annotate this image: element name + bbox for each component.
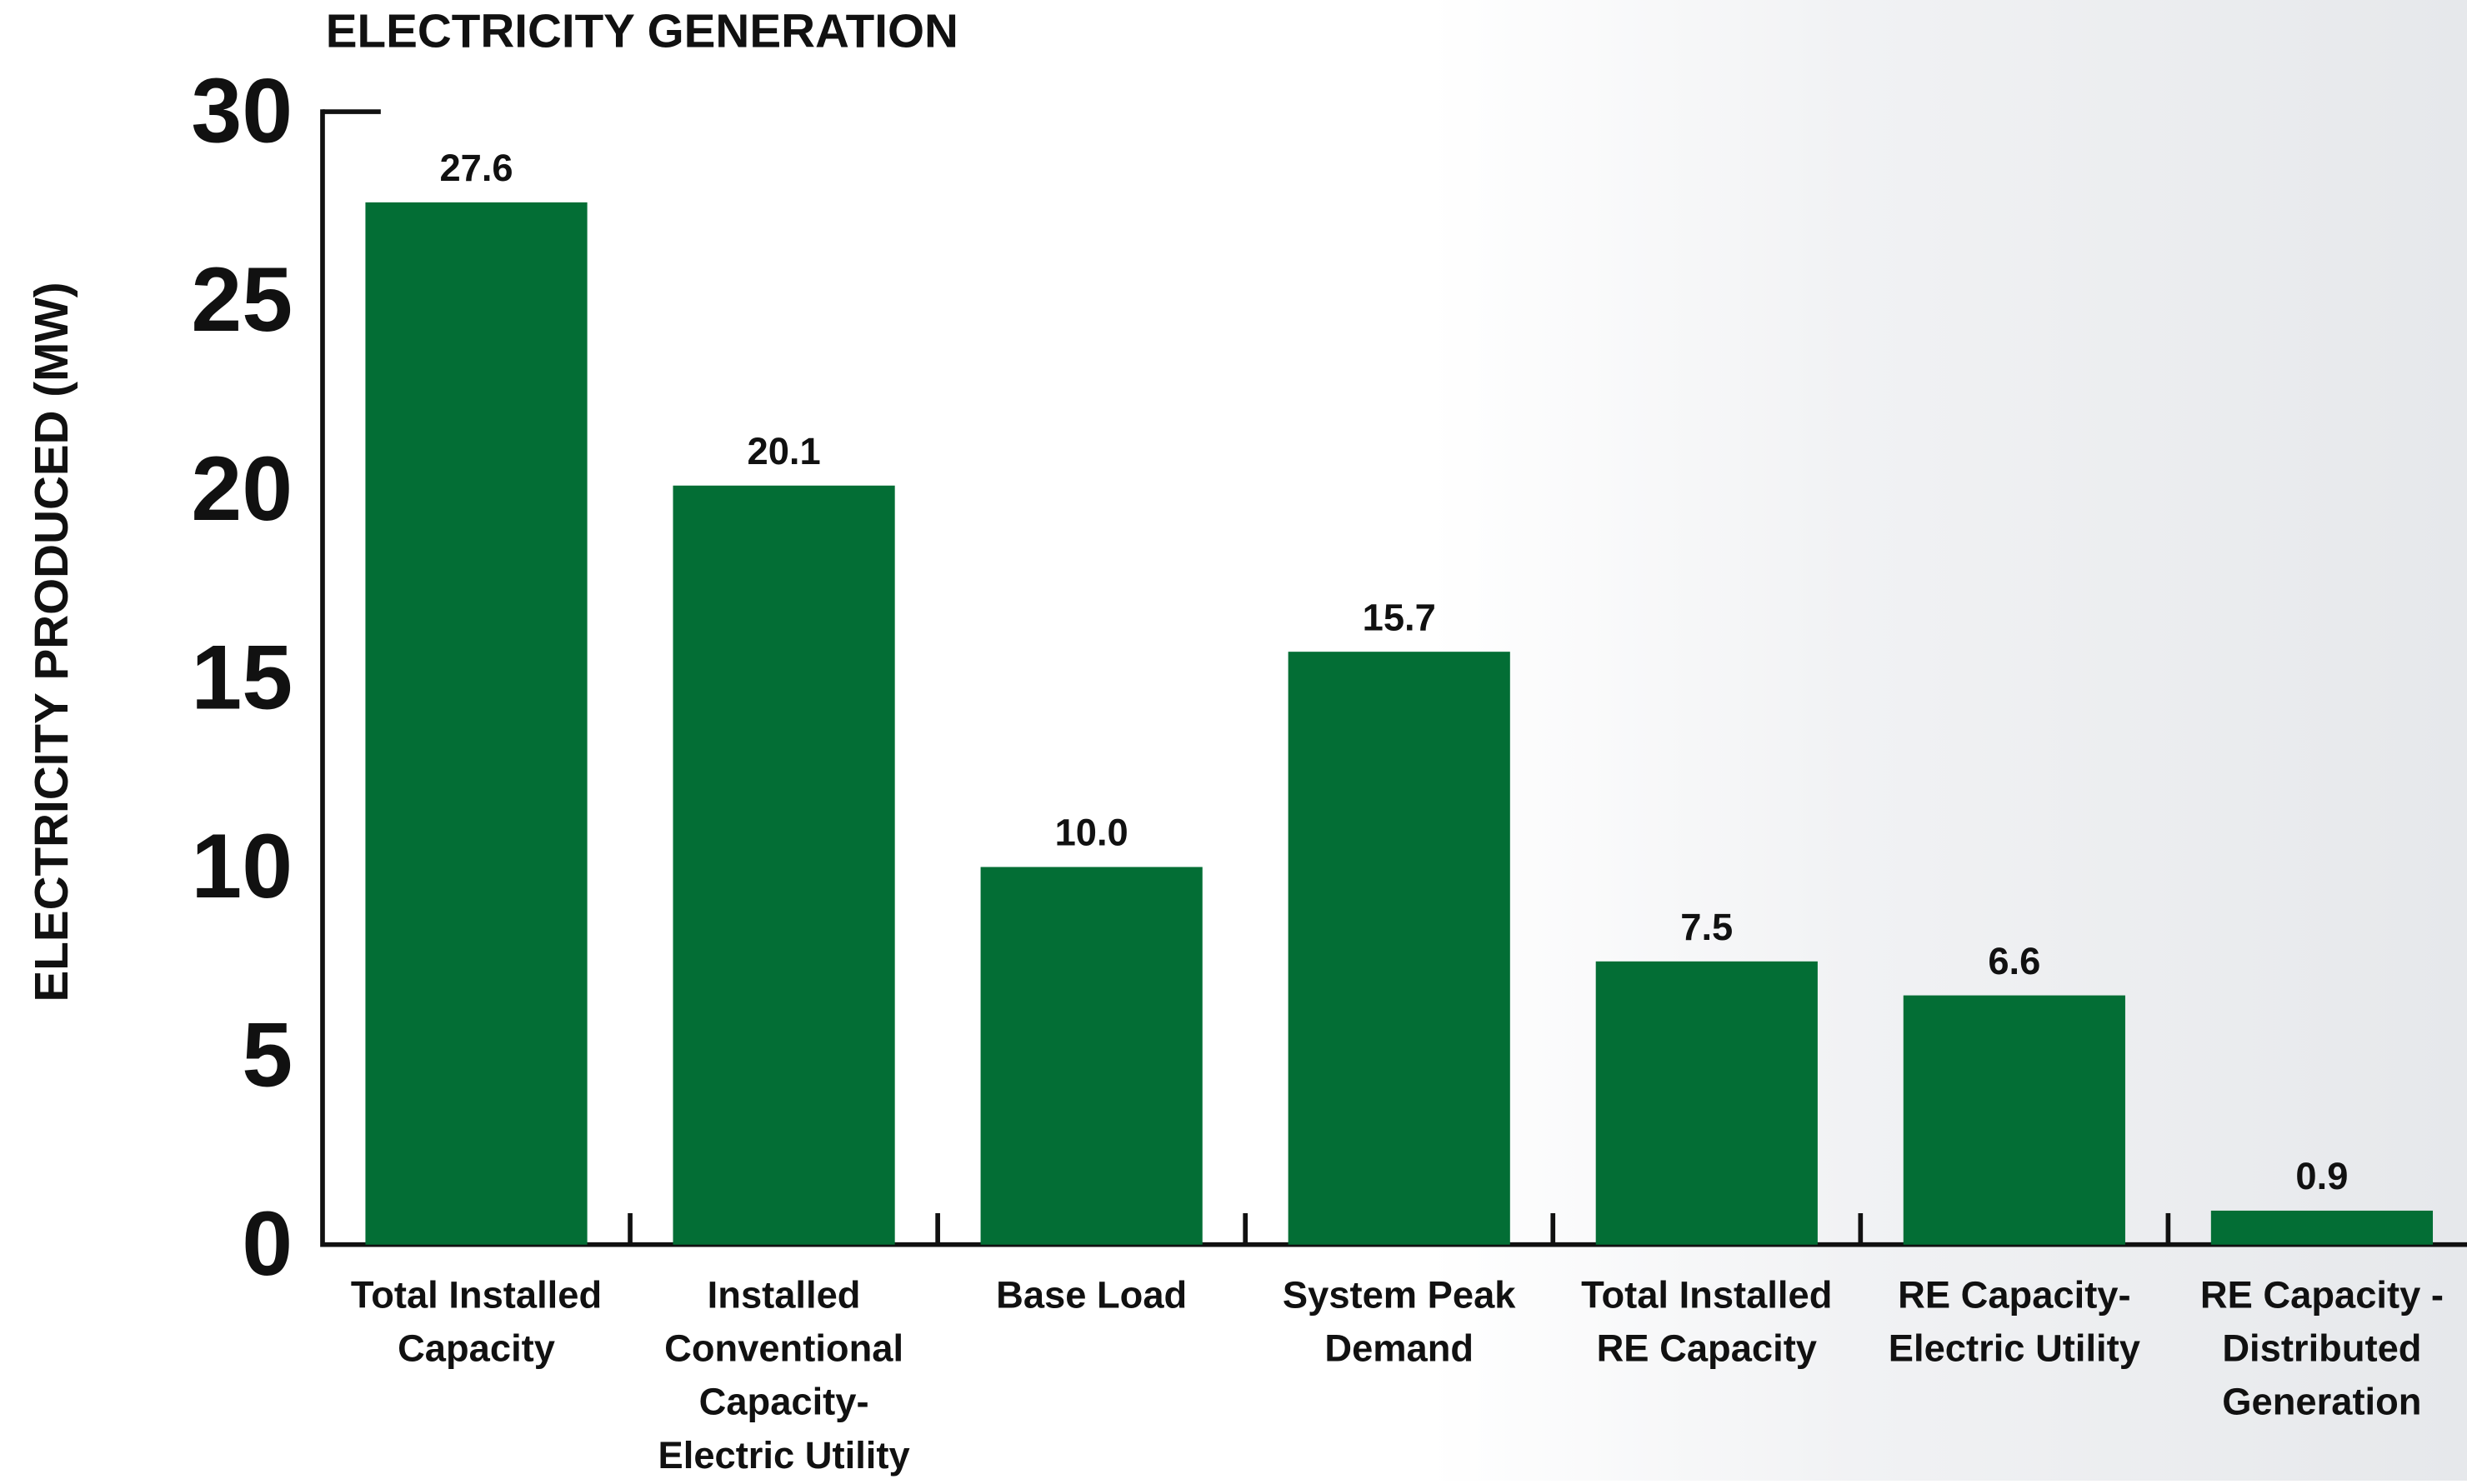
page: ELECTRICITY GENERATION ELECTRICITY PRODU… [0, 0, 2467, 1481]
value-label: 20.1 [748, 430, 821, 472]
value-label: 7.5 [1680, 906, 1733, 948]
y-tick-label: 20 [191, 438, 293, 540]
value-label: 27.6 [439, 147, 513, 189]
chart-title: ELECTRICITY GENERATION [326, 6, 958, 58]
y-tick-label: 30 [191, 61, 293, 162]
x-tick-label: Base Load [953, 1270, 1230, 1323]
x-tick-label: System Peak Demand [1261, 1270, 1538, 1377]
y-axis-label: ELECTRICITY PRODUCED (MW) [26, 282, 78, 1002]
x-tick-label: Installed Conventional Capacity-Electric… [645, 1270, 922, 1484]
bar [1904, 996, 2125, 1245]
x-tick-label: RE Capacity-Electric Utility [1876, 1270, 2153, 1377]
y-tick-label: 0 [242, 1193, 293, 1295]
value-label: 6.6 [1988, 940, 2040, 982]
y-tick-label: 25 [191, 249, 293, 351]
x-tick-label: RE Capacity - Distributed Generation [2184, 1270, 2460, 1431]
value-label: 10.0 [1055, 812, 1128, 854]
bar [1596, 962, 1818, 1245]
y-tick-label: 15 [191, 627, 293, 728]
y-tick-label: 10 [191, 816, 293, 917]
value-label: 15.7 [1363, 596, 1436, 638]
chart-area: ELECTRICITY GENERATION ELECTRICITY PRODU… [0, 0, 2467, 1481]
bar [1289, 652, 1510, 1245]
bar [2211, 1211, 2433, 1245]
x-tick-label: Total Installed RE Capacity [1569, 1270, 1845, 1377]
bar [981, 867, 1203, 1245]
chart: ELECTRICITY GENERATION ELECTRICITY PRODU… [0, 0, 2467, 1481]
y-tick-label: 5 [242, 1005, 293, 1107]
value-label: 0.9 [2295, 1155, 2348, 1197]
bar [673, 486, 895, 1245]
bar [365, 202, 587, 1245]
x-tick-label: Total Installed Capacity [338, 1270, 614, 1377]
